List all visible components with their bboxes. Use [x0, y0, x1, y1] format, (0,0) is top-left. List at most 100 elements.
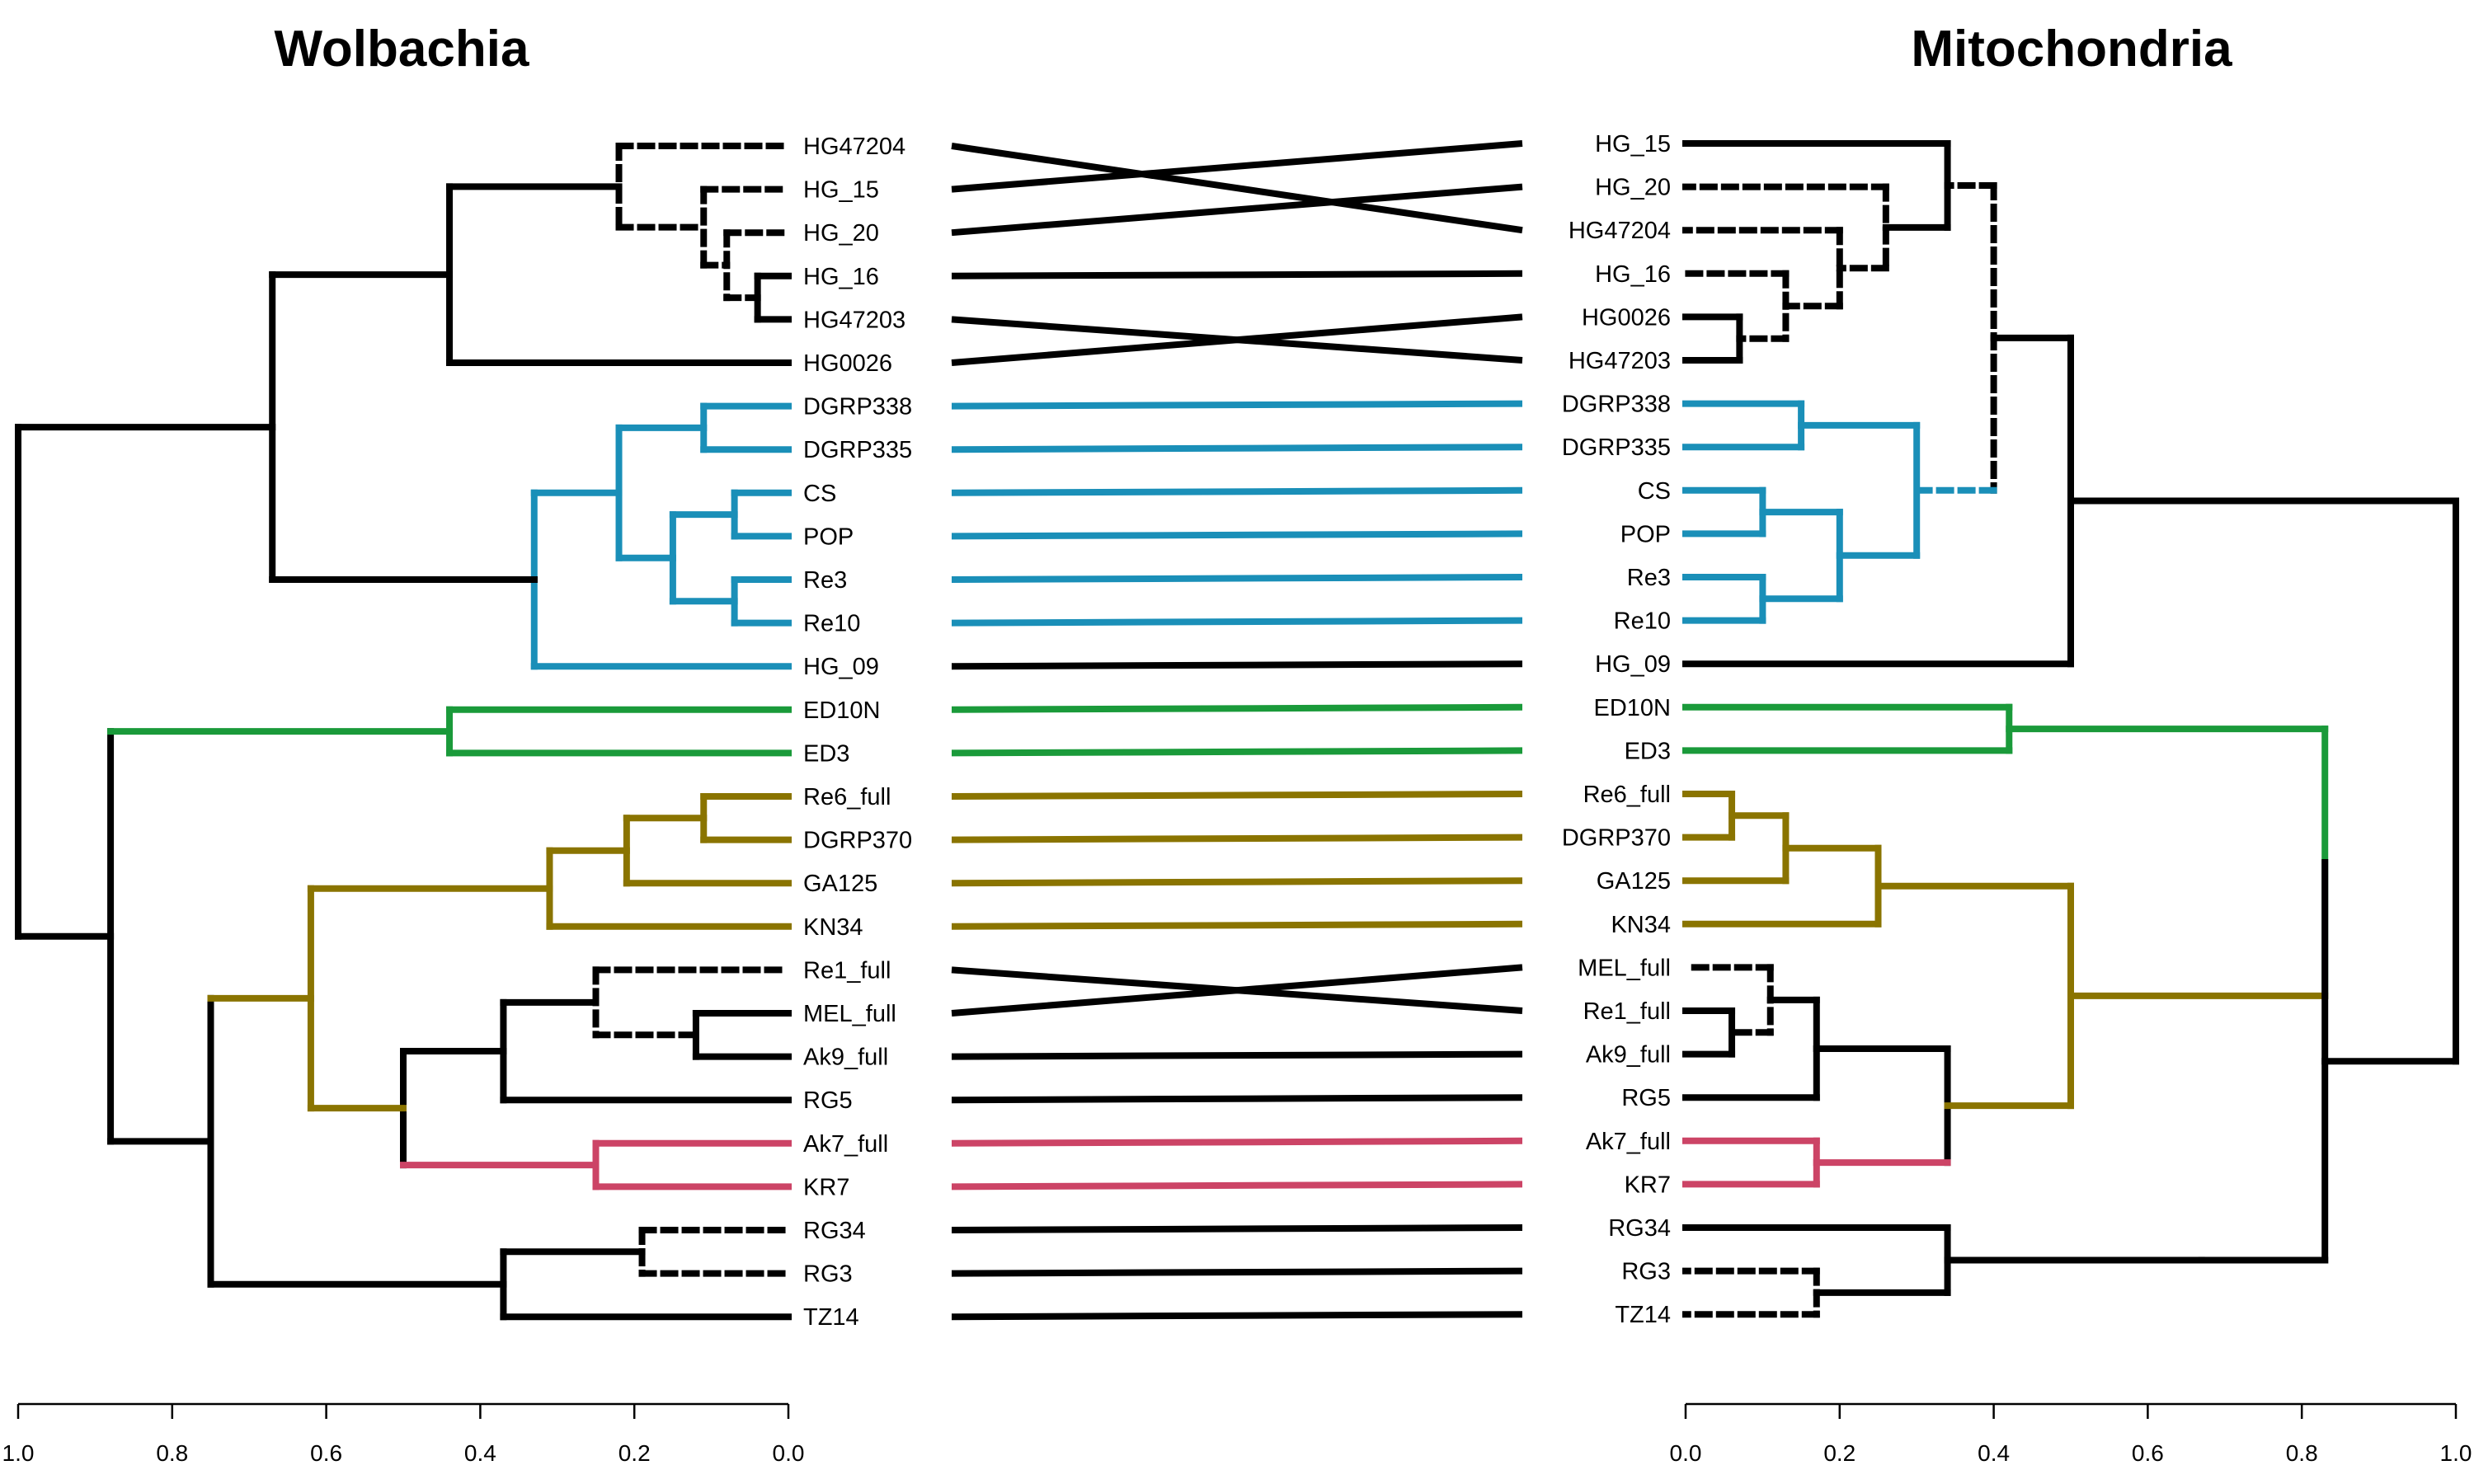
connector-Re3	[951, 574, 1523, 583]
left-leaf-label: TZ14	[803, 1304, 859, 1331]
connector-POP	[951, 530, 1523, 540]
connector-Re10	[951, 617, 1523, 627]
left-leaf-label: DGRP338	[803, 394, 912, 420]
left-leaf-label: HG0026	[803, 350, 892, 377]
left-leaf-label: ED10N	[803, 697, 881, 724]
connector-ED10N	[951, 703, 1523, 713]
left-leaf-label: MEL_full	[803, 1001, 896, 1027]
right-leaf-label: DGRP370	[1562, 825, 1671, 852]
left-leaf-label: KR7	[803, 1174, 849, 1200]
connector-Ak7_full	[951, 1137, 1523, 1147]
right-leaf-label: Re3	[1627, 565, 1671, 591]
connector-TZ14	[951, 1311, 1523, 1321]
connector-Re6_full	[951, 791, 1523, 800]
left-leaf-label: GA125	[803, 871, 877, 897]
right-leaf-label: POP	[1620, 521, 1671, 547]
left-leaf-label: Ak9_full	[803, 1045, 888, 1071]
right-leaf-label: Re6_full	[1583, 782, 1671, 808]
right-leaf-label: CS	[1638, 478, 1671, 505]
connector-DGRP335	[951, 444, 1523, 453]
left-leaf-label: Re10	[803, 611, 860, 637]
left-leaf-label: HG_20	[803, 220, 879, 247]
left-dendrogram	[15, 143, 792, 1321]
right-leaf-label: Ak9_full	[1586, 1042, 1671, 1068]
right-tree-title: Mitochondria	[1911, 21, 2232, 77]
right-leaf-label: HG0026	[1582, 304, 1671, 331]
connector-CS	[951, 486, 1523, 496]
right-axis-tick-label: 0.4	[1978, 1440, 2010, 1466]
connector-MEL_full	[951, 964, 1523, 1017]
connector-RG5	[951, 1094, 1523, 1104]
connector-HG_09	[951, 660, 1523, 670]
connector-HG_15	[951, 140, 1523, 193]
right-leaf-label: TZ14	[1615, 1302, 1671, 1328]
left-tree-title: Wolbachia	[275, 21, 529, 77]
right-leaf-label: ED3	[1625, 738, 1671, 764]
left-leaf-label: Re1_full	[803, 957, 891, 984]
connector-RG3	[951, 1267, 1523, 1277]
connector-KR7	[951, 1181, 1523, 1190]
left-axis-tick-label: 0.6	[310, 1440, 342, 1466]
left-axis-tick-label: 0.0	[773, 1440, 805, 1466]
connector-DGRP370	[951, 834, 1523, 843]
right-axis-tick-label: 0.0	[1670, 1440, 1702, 1466]
right-leaf-label: RG3	[1621, 1259, 1671, 1285]
connector-HG47204	[951, 143, 1523, 234]
left-leaf-labels: HG47204 HG_15 HG_20 HG_16 HG47203 HG0026 DGRP3…	[803, 134, 912, 1331]
left-leaf-label: DGRP370	[803, 828, 912, 854]
right-leaf-label: HG47204	[1569, 218, 1671, 244]
connector-Ak9_full	[951, 1050, 1523, 1060]
left-leaf-label: HG_16	[803, 264, 879, 290]
left-leaf-label: RG34	[803, 1218, 866, 1244]
right-leaf-label: HG_09	[1595, 651, 1671, 678]
left-leaf-label: HG47204	[803, 134, 905, 160]
left-axis-tick-label: 0.8	[156, 1440, 188, 1466]
right-leaf-label: Re10	[1614, 608, 1671, 635]
left-leaf-label: KN34	[803, 914, 863, 941]
right-leaf-label: DGRP335	[1562, 434, 1671, 461]
right-leaf-label: RG34	[1608, 1215, 1671, 1242]
right-axis-tick-label: 1.0	[2440, 1440, 2472, 1466]
left-leaf-label: HG47203	[803, 307, 905, 333]
left-leaf-label: RG3	[803, 1261, 853, 1288]
connector-HG_20	[951, 183, 1523, 237]
right-leaf-label: HG_15	[1595, 131, 1671, 157]
left-axis-tick-label: 1.0	[2, 1440, 35, 1466]
right-leaf-label: HG_20	[1595, 175, 1671, 201]
left-leaf-label: HG_09	[803, 654, 879, 680]
right-leaf-label: ED10N	[1594, 695, 1672, 721]
left-leaf-label: CS	[803, 481, 836, 507]
right-leaf-label: DGRP338	[1562, 392, 1671, 418]
connector-DGRP338	[951, 400, 1523, 410]
connector-HG_16	[951, 270, 1523, 279]
left-leaf-label: DGRP335	[803, 437, 912, 463]
left-leaf-label: HG_15	[803, 177, 879, 204]
right-height-axis: 0.0 0.2 0.4 0.6 0.8 1.0	[1670, 1402, 2472, 1466]
left-leaf-label: Re3	[803, 567, 847, 594]
right-axis-tick-label: 0.2	[1823, 1440, 1856, 1466]
connector-HG0026	[951, 313, 1523, 366]
right-leaf-label: GA125	[1597, 868, 1671, 895]
left-axis-tick-label: 0.4	[464, 1440, 496, 1466]
left-leaf-label: ED3	[803, 740, 849, 767]
left-leaf-label: RG5	[803, 1087, 853, 1114]
left-leaf-label: Re6_full	[803, 784, 891, 810]
right-axis-tick-label: 0.8	[2286, 1440, 2318, 1466]
connecting-lines	[951, 140, 1523, 1321]
right-dendrogram	[1682, 140, 2459, 1318]
right-leaf-label: HG_16	[1595, 261, 1671, 288]
connector-KN34	[951, 920, 1523, 930]
left-axis-tick-label: 0.2	[618, 1440, 651, 1466]
right-leaf-label: HG47203	[1569, 348, 1671, 374]
left-leaf-label: Ak7_full	[803, 1131, 888, 1158]
connector-GA125	[951, 877, 1523, 887]
right-leaf-label: MEL_full	[1578, 955, 1671, 981]
right-leaf-label: Re1_full	[1583, 998, 1671, 1025]
right-leaf-label: Ak7_full	[1586, 1129, 1671, 1155]
right-leaf-labels: HG_15 HG_20 HG47204 HG_16 HG0026 HG47203 DGRP3…	[1562, 131, 1671, 1328]
connector-RG34	[951, 1224, 1523, 1233]
right-leaf-label: KR7	[1625, 1172, 1671, 1198]
connector-ED3	[951, 747, 1523, 757]
